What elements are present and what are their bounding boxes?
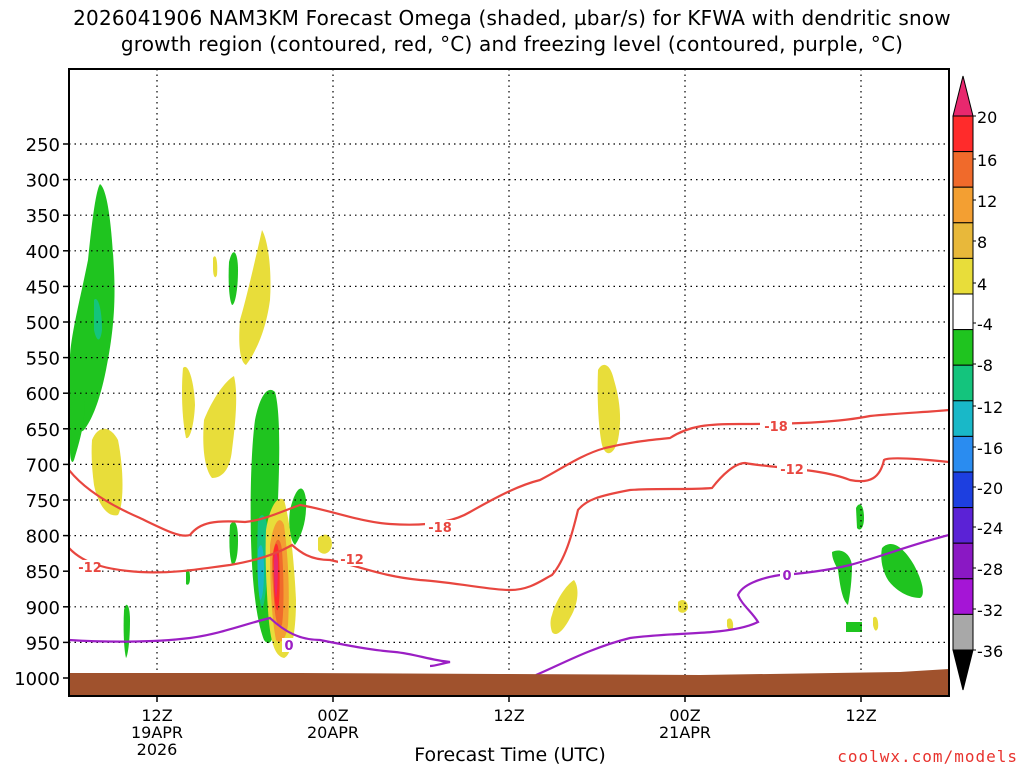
x-tick-label: 12Z [845,706,876,725]
colorbar-cell [952,400,974,437]
omega-region-yellow [550,580,578,635]
omega-region-green [881,544,923,598]
colorbar-label: 20 [977,108,997,127]
contour-label: -12 [780,463,804,478]
contour-label: -18 [764,420,788,435]
contour-labels: -18 -12 -12 -18 -12 0 0 [70,419,807,654]
omega-region-yellow [239,230,271,365]
omega-region-green [832,550,852,605]
omega-region-yellow [213,256,218,278]
y-tick-label: 700 [26,455,60,476]
x-tick-label: 00Z [669,706,700,725]
contour-label: 0 [782,569,791,584]
omega-region-yellow [873,616,879,631]
omega-region-magenta [274,552,278,598]
colorbar-cell [952,542,974,580]
y-tick-label: 950 [26,633,60,654]
omega-region-green [229,521,238,565]
terrain [69,669,949,696]
y-tick-label: 650 [26,420,60,441]
x-tick-label: 2026 [137,740,178,759]
temperature-contour-minus12 [69,457,949,592]
omega-region-green [123,604,130,658]
source-credit: coolwx.com/models [837,747,1018,766]
omega-region-yellow [182,366,195,439]
x-tick-label: 12Z [493,706,524,725]
colorbar-cell [952,649,974,691]
omega-region-green [70,394,85,462]
omega-region-yellow [203,376,237,478]
colorbar-cell [952,293,974,331]
contour-label: -12 [78,561,102,576]
colorbar-cell [952,329,974,366]
chart-title-line2: growth region (contoured, red, °C) and f… [120,32,904,56]
y-tick-label: 500 [26,313,60,334]
y-tick-label: 550 [26,349,60,370]
omega-region-green [289,488,307,545]
omega-region-green [846,622,862,632]
omega-region-green [70,184,115,432]
contour-label: 0 [284,639,293,654]
colorbar-label: 12 [977,192,997,211]
contour-label: -12 [340,553,364,568]
y-tick-label: 350 [26,206,60,227]
freezing-level-contour [535,533,949,677]
x-tick-label: 20APR [307,723,359,742]
omega-region-green [94,299,102,340]
chart-title-line1: 2026041906 NAM3KM Forecast Omega (shaded… [73,6,951,30]
omega-region-green [856,504,864,530]
x-tick-label: 19APR [131,723,183,742]
colorbar-cell [952,507,974,544]
x-tick-label: 00Z [317,706,348,725]
omega-region-yellow [318,534,332,554]
colorbar-label: -8 [977,356,993,375]
y-tick-label: 400 [26,242,60,263]
y-tick-label: 250 [26,135,60,156]
x-axis-label: Forecast Time (UTC) [414,744,606,766]
colorbar-label: -20 [977,479,1003,498]
colorbar-cell [952,151,974,188]
colorbar-cell [952,115,974,153]
colorbar-label: 4 [977,275,987,294]
contour-label: -18 [428,521,452,536]
colorbar-cell [952,222,974,259]
colorbar-label: -12 [977,398,1003,417]
x-tick-label: 12Z [141,706,172,725]
omega-region-yellow [727,618,734,631]
freezing-level-contour [69,616,451,668]
colorbar-cell [952,186,974,224]
y-tick-label: 300 [26,171,60,192]
colorbar-label: -24 [977,519,1003,538]
colorbar-cell [952,578,974,615]
colorbar-label: 8 [977,233,987,252]
y-tick-label: 900 [26,598,60,619]
colorbar-cell [952,471,974,509]
y-tick-label: 800 [26,527,60,548]
colorbar-label: 16 [977,151,997,170]
colorbar-label: -28 [977,560,1003,579]
colorbar-cell [952,257,974,295]
colorbar-label: -32 [977,601,1003,620]
colorbar-cell [952,435,974,473]
omega-region-yellow [597,364,621,454]
colorbar-label: -4 [977,315,993,334]
colorbar-label: -16 [977,439,1003,458]
x-tick-label: 21APR [659,723,711,742]
y-tick-label: 1000 [14,669,60,690]
y-tick-label: 850 [26,562,60,583]
omega-region-green [186,569,190,585]
colorbar-cell [952,613,974,651]
y-tick-label: 450 [26,277,60,298]
y-tick-label: 750 [26,491,60,512]
colorbar-cell [952,364,974,402]
colorbar-label: -36 [977,642,1003,661]
colorbar-cell [952,75,974,117]
omega-region-yellow [91,428,123,516]
colorbar: 20 16 12 8 4 -4 -8 -12 -16 -20 -24 -28 -32 -36 [952,75,1003,691]
omega-region-green [228,252,238,305]
y-tick-label: 600 [26,384,60,405]
y-axis: 250 300 350 400 450 500 550 600 650 700 750 800 850 9… [14,135,69,690]
